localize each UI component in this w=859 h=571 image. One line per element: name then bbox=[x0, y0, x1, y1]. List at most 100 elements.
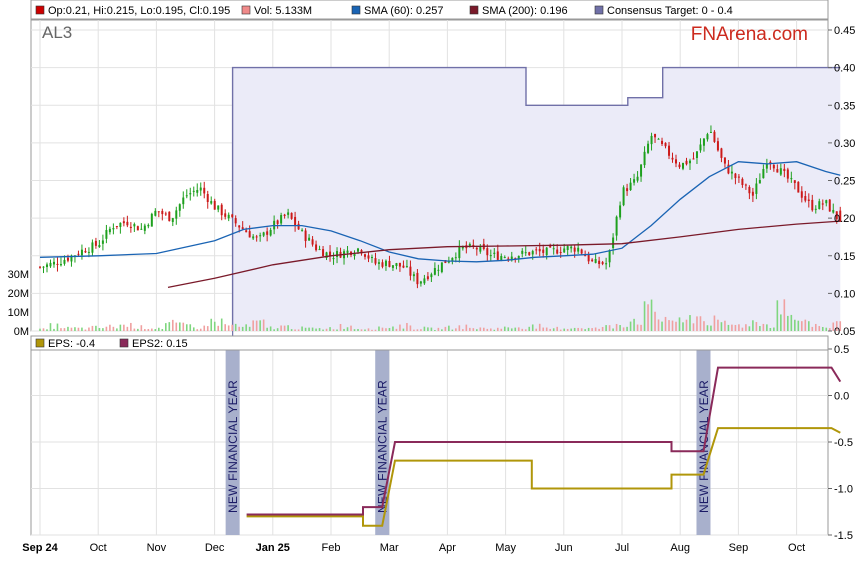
volume-bar bbox=[364, 329, 366, 331]
financial-year-label: NEW FINANCIAL YEAR bbox=[226, 380, 240, 513]
candle-body bbox=[643, 151, 646, 166]
volume-bar bbox=[469, 327, 471, 331]
candle-body bbox=[647, 143, 650, 153]
candle-body bbox=[189, 193, 192, 195]
candle-body bbox=[468, 243, 471, 247]
candle-body bbox=[650, 135, 653, 145]
candle-body bbox=[636, 176, 639, 181]
candle-body bbox=[629, 182, 632, 191]
volume-bar bbox=[133, 328, 136, 331]
volume-bar bbox=[811, 326, 814, 331]
volume-bar bbox=[39, 328, 41, 331]
candle-body bbox=[702, 138, 705, 146]
candle-body bbox=[262, 232, 265, 236]
candle-body bbox=[451, 257, 454, 261]
candle-body bbox=[108, 228, 111, 233]
candle-body bbox=[709, 131, 712, 133]
volume-bar bbox=[465, 324, 468, 331]
candle-body bbox=[217, 205, 220, 210]
x-tick-label: Dec bbox=[205, 542, 225, 554]
volume-bar bbox=[510, 328, 513, 331]
price-tick-label: 0.35 bbox=[834, 100, 855, 112]
candle-body bbox=[171, 218, 174, 222]
volume-bar bbox=[790, 314, 793, 331]
candle-body bbox=[755, 183, 758, 194]
volume-bar bbox=[783, 299, 786, 331]
candle-body bbox=[601, 262, 604, 264]
volume-bar bbox=[643, 301, 646, 331]
volume-bar bbox=[580, 328, 583, 331]
volume-tick-label: 10M bbox=[8, 307, 29, 319]
volume-bar bbox=[814, 323, 817, 331]
candle-body bbox=[248, 231, 251, 238]
volume-bar bbox=[109, 324, 111, 331]
candle-body bbox=[39, 266, 41, 268]
price-tick-label: 0.45 bbox=[834, 25, 855, 37]
candle-body bbox=[657, 138, 660, 140]
volume-bar bbox=[53, 328, 55, 331]
volume-bar bbox=[720, 322, 723, 331]
candle-body bbox=[458, 246, 461, 259]
price-tick-label: 0.05 bbox=[834, 326, 855, 338]
volume-bar bbox=[794, 319, 796, 331]
candle-body bbox=[741, 178, 744, 186]
volume-bar bbox=[416, 329, 419, 331]
candle-body bbox=[112, 228, 115, 230]
candle-body bbox=[832, 209, 835, 213]
volume-bar bbox=[290, 329, 293, 331]
legend-swatch bbox=[469, 5, 479, 15]
legend-swatch bbox=[35, 5, 45, 15]
candle-body bbox=[301, 229, 304, 231]
candle-body bbox=[762, 168, 765, 179]
volume-axis: 30M 20M 10M 0M bbox=[8, 269, 29, 338]
volume-bar bbox=[668, 320, 670, 331]
candle-body bbox=[224, 213, 227, 217]
candle-body bbox=[734, 173, 737, 179]
candle-body bbox=[419, 281, 422, 284]
volume-bar bbox=[832, 322, 835, 331]
volume-bar bbox=[192, 327, 195, 331]
candle-body bbox=[52, 261, 55, 265]
eps-legend: EPS: -0.4 EPS2: 0.15 bbox=[35, 338, 188, 350]
candle-body bbox=[692, 158, 695, 160]
volume-bar bbox=[780, 314, 782, 331]
volume-bar bbox=[458, 325, 461, 331]
volume-bar bbox=[378, 326, 380, 331]
volume-bar bbox=[835, 321, 838, 331]
candle-body bbox=[42, 266, 45, 268]
volume-bar bbox=[154, 329, 157, 331]
legend-entry: EPS2: 0.15 bbox=[132, 338, 188, 350]
volume-bar bbox=[350, 325, 352, 331]
volume-bar bbox=[165, 323, 167, 331]
candle-body bbox=[66, 257, 69, 261]
candle-body bbox=[287, 212, 290, 215]
volume-bar bbox=[294, 329, 296, 331]
candle-body bbox=[234, 218, 237, 224]
volume-bar bbox=[280, 325, 282, 331]
volume-bar bbox=[196, 329, 199, 331]
volume-bar bbox=[185, 324, 188, 331]
x-tick-label: Sep 24 bbox=[22, 542, 58, 554]
candle-body bbox=[584, 254, 587, 257]
candle-body bbox=[556, 249, 559, 254]
date-axis: Sep 24 Oct Nov Dec Jan 25 Feb Mar Apr May Jun Jul A… bbox=[22, 542, 805, 554]
volume-bar bbox=[140, 325, 143, 331]
candle-body bbox=[360, 250, 363, 254]
candle-body bbox=[681, 162, 684, 169]
volume-bar bbox=[682, 322, 684, 331]
candle-body bbox=[500, 256, 503, 261]
candle-body bbox=[517, 255, 520, 259]
candle-body bbox=[678, 164, 681, 168]
volume-bar bbox=[126, 326, 129, 331]
candle-body bbox=[164, 213, 167, 215]
volume-bar bbox=[549, 328, 552, 331]
candle-body bbox=[737, 176, 740, 178]
candle-body bbox=[259, 235, 262, 237]
volume-bar bbox=[556, 326, 558, 331]
candle-body bbox=[423, 278, 426, 284]
volume-bar bbox=[678, 317, 681, 331]
candle-body bbox=[486, 248, 489, 256]
price-tick-label: 0.30 bbox=[834, 138, 855, 150]
price-tick-label: 0.40 bbox=[834, 63, 855, 75]
